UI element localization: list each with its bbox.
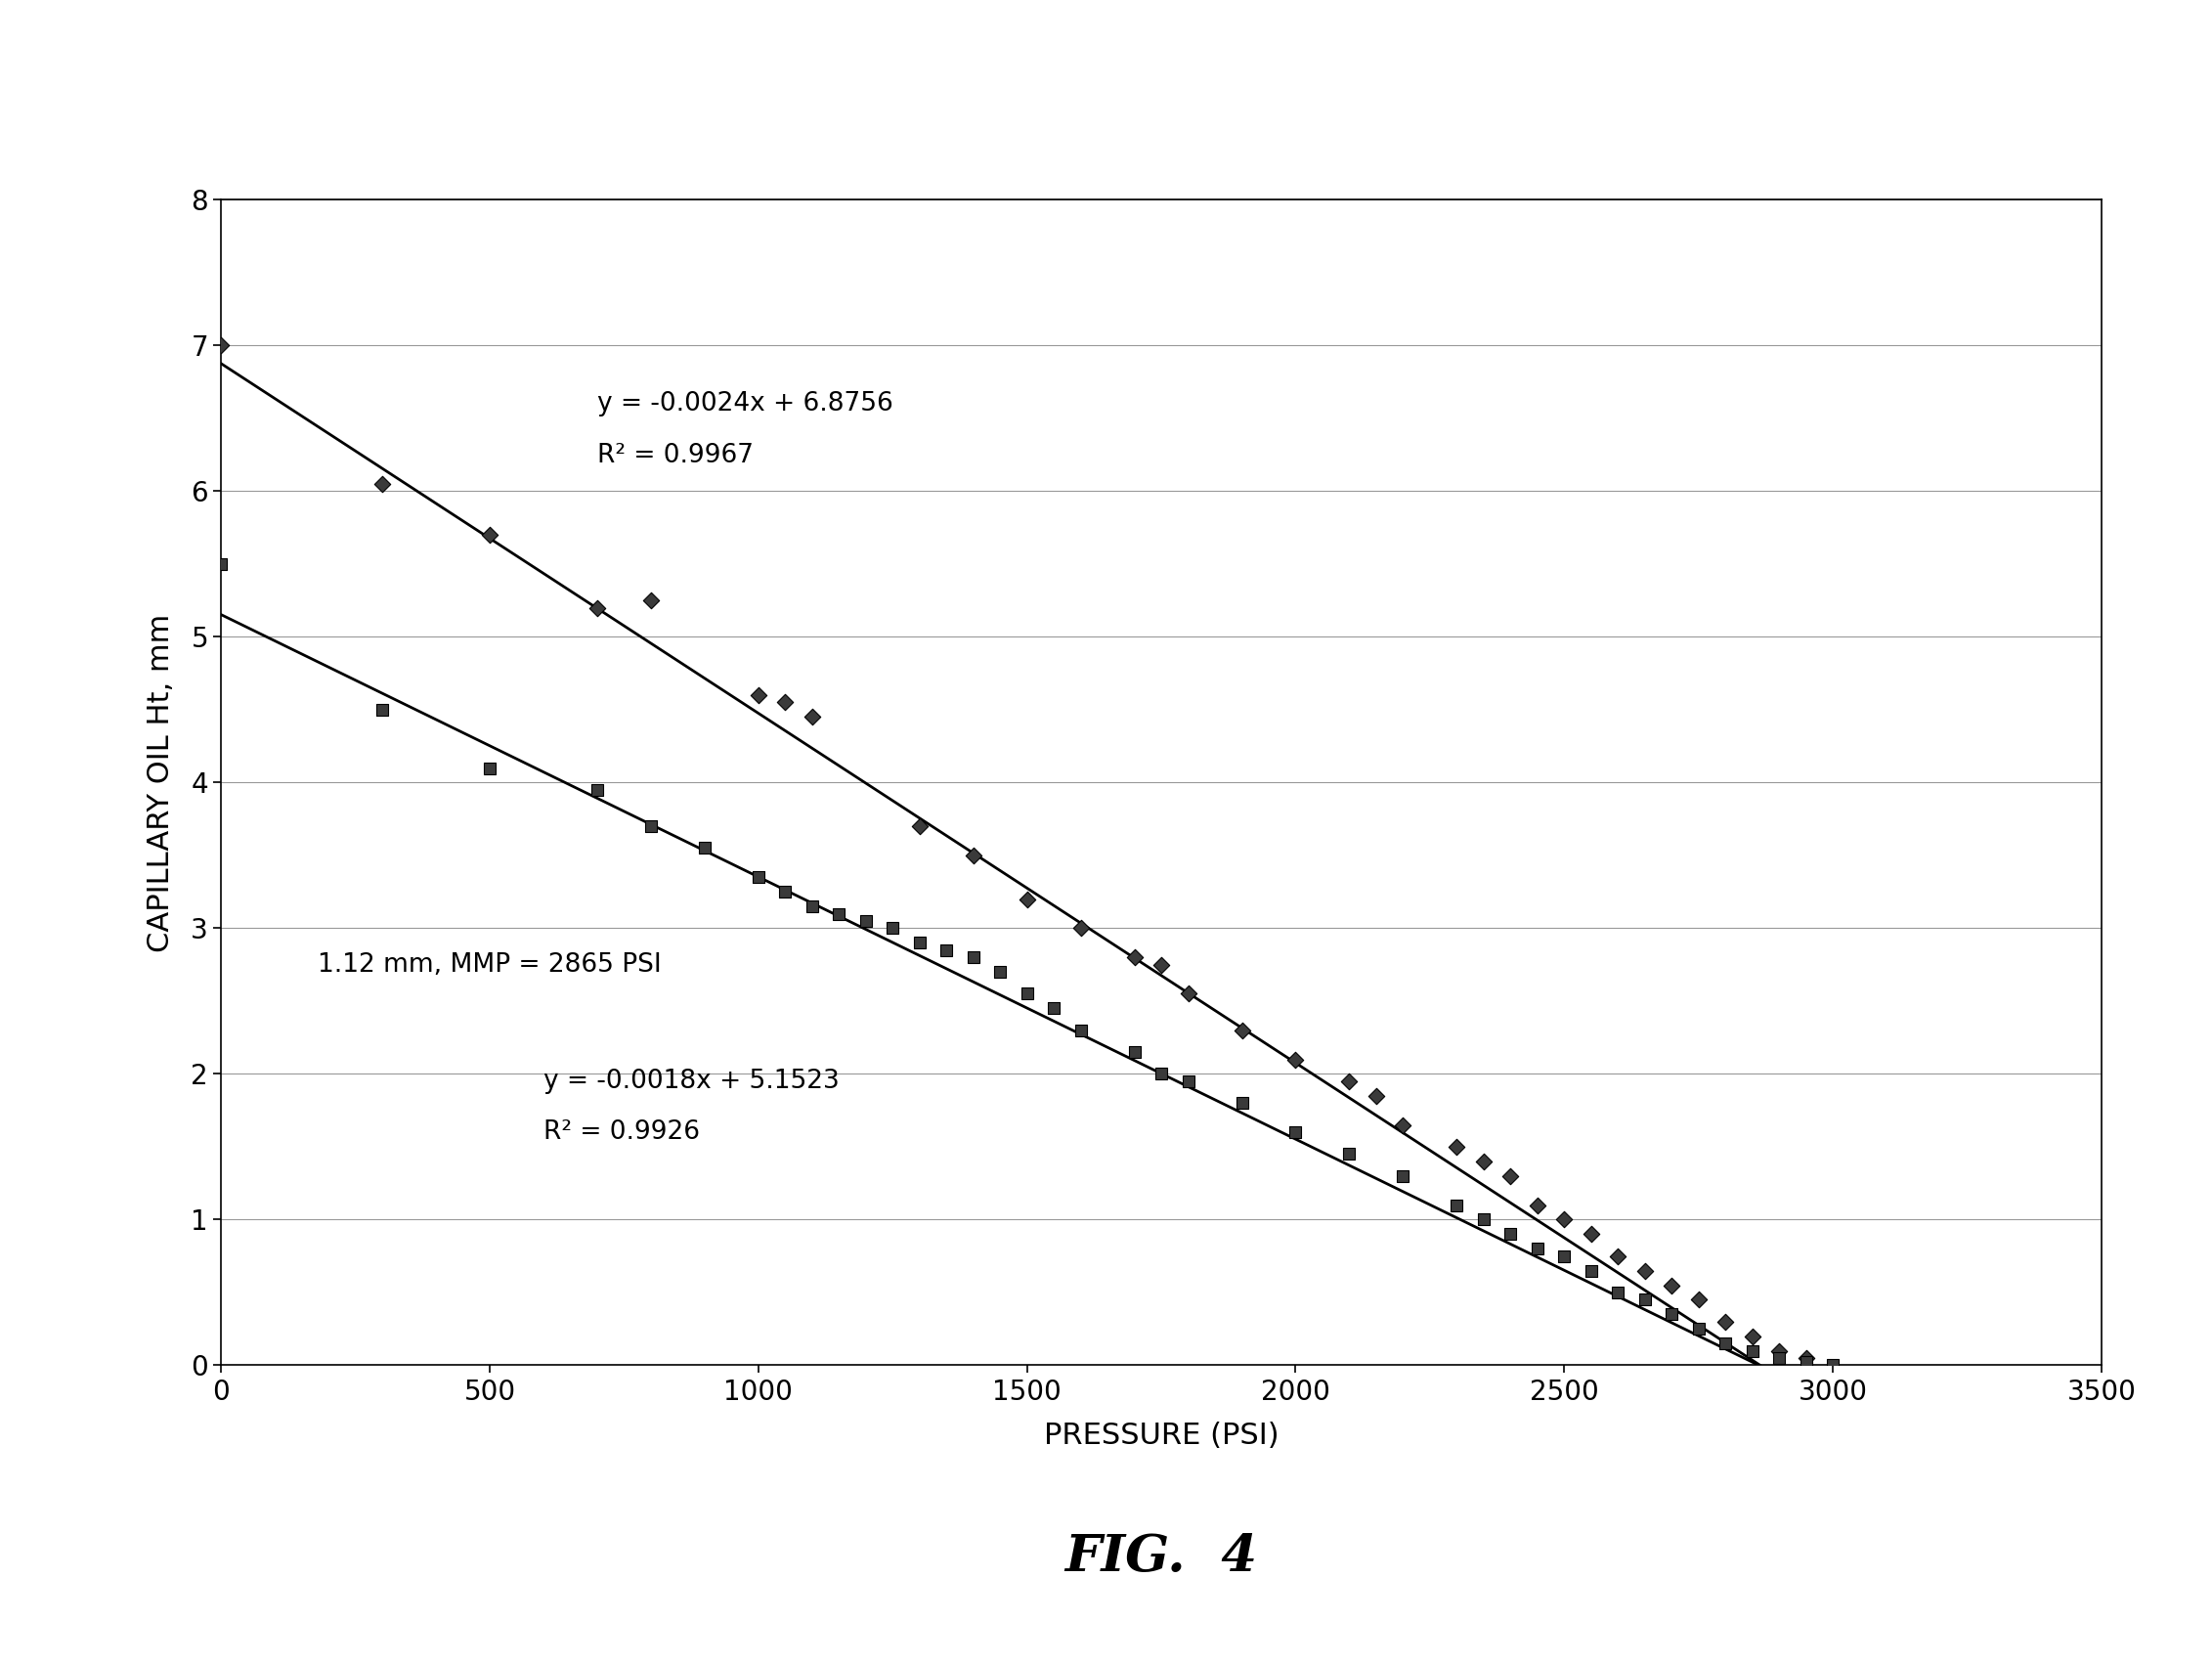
Point (1117, 1039, 1152, 1066)
Point (1734, 1322, 1770, 1349)
Point (929, 937, 964, 964)
Point (580, 594, 615, 621)
Point (1144, 1061, 1179, 1087)
Point (741, 683, 776, 709)
Point (1009, 981, 1044, 1007)
Text: FIG.  4: FIG. 4 (1064, 1532, 1259, 1582)
Point (1170, 981, 1206, 1007)
Point (580, 776, 615, 803)
Point (633, 588, 668, 614)
Text: y = -0.0024x + 6.8756: y = -0.0024x + 6.8756 (597, 391, 894, 416)
Point (365, 696, 400, 723)
Point (1681, 1287, 1717, 1314)
Point (1599, 1279, 1635, 1305)
Point (1385, 1112, 1420, 1139)
Point (1385, 1162, 1420, 1189)
Text: R² = 0.9926: R² = 0.9926 (544, 1121, 699, 1146)
Point (902, 813, 938, 839)
Point (1599, 1242, 1635, 1269)
Text: y = -0.0018x + 5.1523: y = -0.0018x + 5.1523 (544, 1069, 838, 1094)
Point (1546, 1205, 1582, 1232)
Point (1816, 1352, 1851, 1379)
Point (1787, 1349, 1823, 1375)
Point (1573, 1220, 1608, 1247)
Point (1035, 996, 1071, 1022)
Point (847, 907, 883, 934)
Point (1117, 944, 1152, 971)
Point (1628, 1257, 1663, 1284)
Point (768, 879, 803, 906)
Point (471, 521, 507, 548)
Point (688, 834, 723, 861)
Text: 1.12 mm, MMP = 2865 PSI: 1.12 mm, MMP = 2865 PSI (319, 952, 661, 977)
Point (1332, 1141, 1367, 1167)
Point (982, 959, 1018, 986)
Point (1761, 1337, 1796, 1364)
Point (1440, 1134, 1475, 1161)
Point (1787, 1345, 1823, 1372)
Point (1144, 951, 1179, 977)
Point (741, 864, 776, 891)
Point (1708, 1330, 1743, 1357)
Point (1546, 1242, 1582, 1269)
Text: R² = 0.9967: R² = 0.9967 (597, 443, 754, 468)
Point (1332, 1067, 1367, 1094)
Point (1279, 1046, 1314, 1072)
Point (1064, 914, 1099, 941)
Point (204, 551, 239, 578)
Point (1761, 1345, 1796, 1372)
Point (1708, 1309, 1743, 1335)
Point (1279, 1119, 1314, 1146)
Point (768, 689, 803, 716)
Point (956, 944, 991, 971)
Point (1493, 1162, 1528, 1189)
Point (1655, 1300, 1690, 1327)
Point (956, 842, 991, 869)
X-axis label: PRESSURE (PSI): PRESSURE (PSI) (1044, 1422, 1279, 1450)
Point (1009, 886, 1044, 912)
Point (902, 929, 938, 956)
Point (1573, 1257, 1608, 1284)
Point (1223, 1017, 1259, 1044)
Point (204, 333, 239, 360)
Y-axis label: CAPILLARY OIL Ht, mm: CAPILLARY OIL Ht, mm (146, 613, 175, 952)
Point (1520, 1235, 1555, 1262)
Point (1358, 1082, 1394, 1109)
Point (821, 901, 856, 927)
Point (794, 704, 830, 731)
Point (471, 754, 507, 781)
Point (633, 813, 668, 839)
Point (876, 914, 911, 941)
Point (1467, 1149, 1502, 1175)
Point (1223, 1089, 1259, 1116)
Point (365, 471, 400, 498)
Point (794, 892, 830, 919)
Point (1467, 1205, 1502, 1232)
Point (1628, 1287, 1663, 1314)
Point (1655, 1272, 1690, 1299)
Point (1493, 1220, 1528, 1247)
Point (1440, 1192, 1475, 1219)
Point (1170, 1067, 1206, 1094)
Point (1734, 1337, 1770, 1364)
Point (1064, 1017, 1099, 1044)
Point (1681, 1315, 1717, 1342)
Point (1520, 1192, 1555, 1219)
